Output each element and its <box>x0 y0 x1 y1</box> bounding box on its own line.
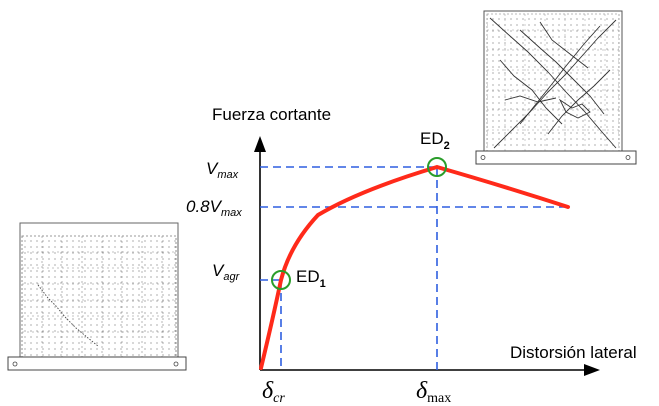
guide-lines <box>260 166 568 370</box>
wall-specimen-right-sketch <box>475 10 637 165</box>
x-axis-title: Distorsión lateral <box>510 343 637 362</box>
label-delta-max: δmax <box>416 378 451 406</box>
axes <box>254 136 600 376</box>
label-vmax: Vmax <box>206 159 239 181</box>
label-ed2: ED2 <box>420 129 450 152</box>
label-delta-cr: δcr <box>262 378 285 406</box>
label-vagr: Vagr <box>212 261 241 283</box>
x-axis-arrow <box>584 364 600 376</box>
ed2-marker <box>427 157 447 177</box>
wall-specimen-left-sketch <box>7 222 187 371</box>
y-axis-title: Fuerza cortante <box>212 105 331 124</box>
capacity-curve <box>259 164 570 370</box>
y-axis-arrow <box>254 136 266 152</box>
label-08vmax: 0.8Vmax <box>186 197 242 219</box>
ed1-marker <box>271 270 291 290</box>
label-ed1: ED1 <box>296 267 326 290</box>
